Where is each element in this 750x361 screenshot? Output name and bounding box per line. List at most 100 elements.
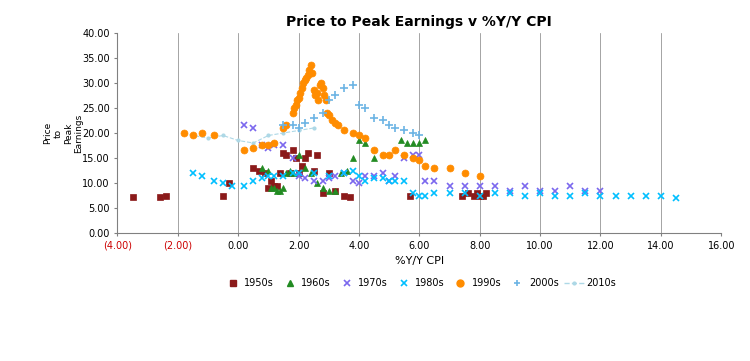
1960s <box>258 166 267 170</box>
1950s <box>312 153 321 158</box>
1960s <box>370 156 379 160</box>
2000s <box>324 98 333 103</box>
X-axis label: %Y/Y CPI: %Y/Y CPI <box>394 256 444 266</box>
1950s <box>276 171 285 175</box>
1960s <box>285 168 294 173</box>
1970s <box>581 188 590 193</box>
1960s <box>264 168 273 173</box>
2010s <box>279 131 288 135</box>
1980s <box>611 193 620 198</box>
1950s <box>264 186 273 190</box>
2000s <box>385 123 394 128</box>
1980s <box>400 178 409 183</box>
1960s <box>276 188 285 193</box>
1960s <box>403 141 412 145</box>
1960s <box>270 186 279 190</box>
2000s <box>409 131 418 135</box>
1980s <box>415 193 424 198</box>
Legend: 1950s, 1960s, 1970s, 1980s, 1990s, 2000s, 2010s: 1950s, 1960s, 1970s, 1980s, 1990s, 2000s… <box>219 274 620 292</box>
1960s <box>279 186 288 190</box>
1990s <box>476 173 484 178</box>
2000s <box>355 103 364 108</box>
1950s <box>282 153 291 158</box>
2000s <box>391 126 400 130</box>
2000s <box>318 111 327 115</box>
1980s <box>430 191 439 195</box>
1950s <box>155 195 164 199</box>
1970s <box>506 188 515 193</box>
1960s <box>324 188 333 193</box>
1950s <box>309 168 318 173</box>
1970s <box>445 183 454 188</box>
2000s <box>339 86 348 90</box>
Line: 1970s: 1970s <box>241 122 604 194</box>
1990s <box>179 131 188 135</box>
1970s <box>324 176 333 180</box>
1970s <box>288 156 297 160</box>
1980s <box>445 191 454 195</box>
2010s <box>294 128 303 132</box>
1960s <box>361 141 370 145</box>
1970s <box>385 178 394 183</box>
1980s <box>671 196 680 200</box>
1990s <box>460 171 469 175</box>
1970s <box>258 143 267 148</box>
1960s <box>288 171 297 175</box>
1950s <box>303 151 312 155</box>
1960s <box>300 166 309 170</box>
1990s <box>306 63 315 68</box>
1980s <box>339 171 348 175</box>
2010s <box>179 131 188 135</box>
1970s <box>249 126 258 130</box>
1980s <box>391 178 400 183</box>
2010s <box>188 133 197 138</box>
1950s <box>330 188 339 193</box>
1980s <box>520 193 530 198</box>
1980s <box>209 178 218 183</box>
2000s <box>349 83 358 88</box>
1950s <box>478 193 488 198</box>
1970s <box>361 173 370 178</box>
Title: Price to Peak Earnings v %Y/Y CPI: Price to Peak Earnings v %Y/Y CPI <box>286 15 552 29</box>
2000s <box>415 133 424 138</box>
1980s <box>240 183 249 188</box>
1970s <box>330 173 339 178</box>
1980s <box>566 193 574 198</box>
1980s <box>270 173 279 178</box>
1980s <box>197 173 206 178</box>
1950s <box>464 191 472 195</box>
1970s <box>596 188 605 193</box>
1970s <box>355 181 364 185</box>
1950s <box>249 166 258 170</box>
1950s <box>288 148 297 153</box>
2010s <box>234 138 243 143</box>
1950s <box>472 191 482 195</box>
2000s <box>379 118 388 123</box>
2010s <box>264 133 273 138</box>
1980s <box>249 178 258 183</box>
1970s <box>370 173 379 178</box>
1950s <box>318 191 327 195</box>
Text: Price
to
Peak
Earnings: Price to Peak Earnings <box>43 113 83 153</box>
1960s <box>282 171 291 175</box>
1950s <box>339 193 348 198</box>
1950s <box>406 193 415 198</box>
1980s <box>476 193 484 198</box>
1950s <box>161 193 170 198</box>
1980s <box>288 171 297 175</box>
1980s <box>349 168 358 173</box>
Line: 1960s: 1960s <box>260 138 428 193</box>
1970s <box>520 183 530 188</box>
2000s <box>370 116 379 120</box>
1950s <box>324 171 333 175</box>
1950s <box>285 171 294 175</box>
1960s <box>421 138 430 143</box>
1980s <box>379 176 388 180</box>
1980s <box>355 173 364 178</box>
1950s <box>294 171 303 175</box>
1970s <box>536 188 544 193</box>
1970s <box>318 178 327 183</box>
1950s <box>224 181 233 185</box>
1950s <box>346 195 355 199</box>
1980s <box>460 191 469 195</box>
